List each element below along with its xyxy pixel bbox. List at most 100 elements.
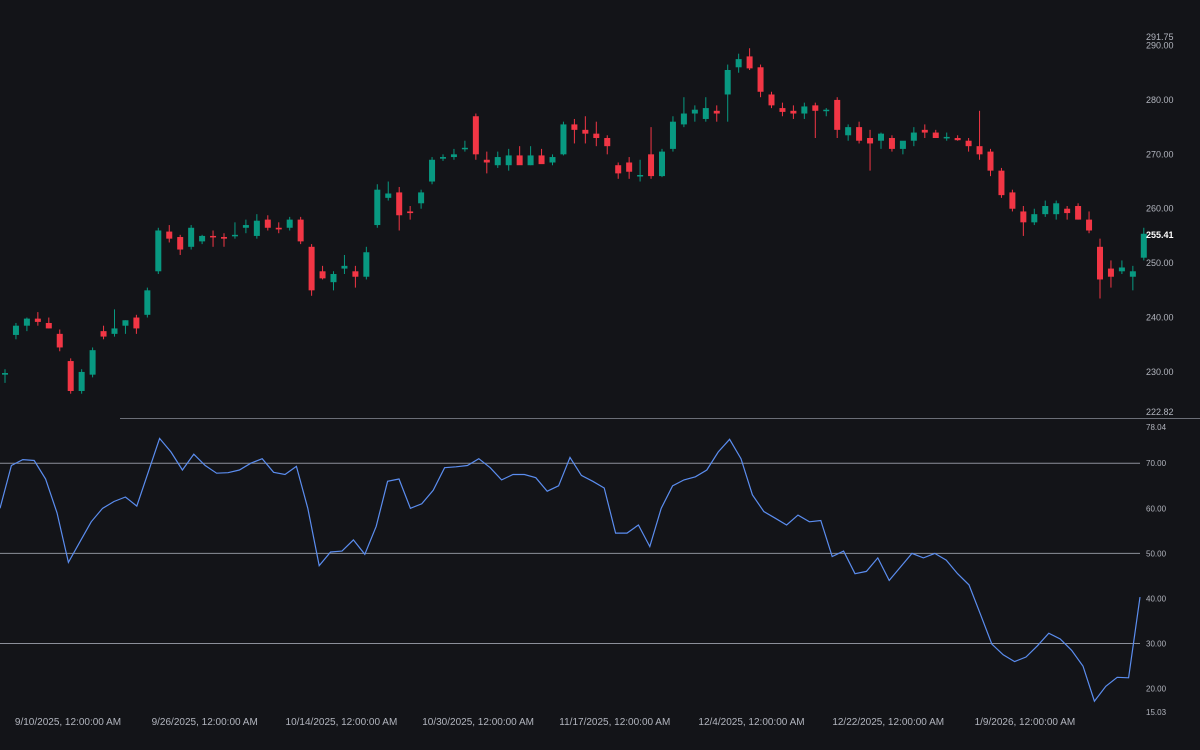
candle	[2, 369, 8, 383]
candle	[505, 148, 512, 171]
candle-body	[702, 108, 709, 119]
candle	[12, 322, 19, 340]
candle-body	[987, 151, 994, 171]
candle-body	[188, 227, 195, 247]
candle-body	[823, 109, 830, 112]
candle-body	[899, 140, 906, 149]
time-axis-label: 12/4/2025, 12:00:00 AM	[698, 717, 804, 728]
time-axis-label: 10/14/2025, 12:00:00 AM	[286, 717, 398, 728]
rsi-line	[0, 437, 1141, 703]
candle-body	[505, 155, 512, 166]
candlestick-series	[2, 48, 1147, 394]
candle-body	[177, 237, 184, 250]
candle	[242, 219, 249, 234]
candle-body	[429, 159, 436, 182]
candle	[757, 64, 764, 98]
candle	[122, 320, 129, 334]
candle-body	[396, 192, 403, 216]
candle	[1042, 200, 1049, 217]
candle	[702, 97, 709, 122]
time-axis-label: 9/10/2025, 12:00:00 AM	[15, 717, 121, 728]
candle-body	[242, 225, 249, 228]
candle	[385, 181, 392, 201]
rsi-pane[interactable]	[0, 437, 1141, 703]
candle-body	[691, 109, 698, 114]
candle-body	[768, 94, 775, 106]
candle	[976, 110, 983, 160]
candle-body	[418, 192, 425, 204]
candle	[834, 97, 841, 139]
candle-body	[834, 99, 841, 130]
candle-body	[308, 246, 315, 291]
candle	[461, 140, 468, 152]
candle	[483, 151, 490, 174]
candle	[166, 225, 173, 243]
price-axis[interactable]: 291.75 222.82 290.00 280.00 270.00 260.00 25…	[1146, 32, 1174, 417]
price-pane[interactable]	[2, 48, 1147, 394]
candle-body	[494, 157, 501, 166]
candle	[1118, 260, 1125, 275]
candle	[932, 129, 939, 139]
candle-body	[133, 317, 140, 329]
candle-body	[483, 159, 490, 163]
price-tick-label: 270.00	[1146, 149, 1174, 159]
time-axis[interactable]: 9/10/2025, 12:00:00 AM 9/26/2025, 12:00:0…	[15, 717, 1075, 728]
candle	[801, 102, 808, 119]
candle	[845, 124, 852, 141]
time-axis-label: 12/22/2025, 12:00:00 AM	[832, 717, 944, 728]
candle	[735, 53, 742, 73]
candle	[188, 225, 195, 250]
candle	[418, 189, 425, 209]
candle-body	[12, 325, 19, 335]
candle	[100, 325, 107, 340]
candle	[341, 254, 348, 275]
candle-body	[571, 124, 578, 130]
rsi-axis-top-label: 78.04	[1146, 423, 1167, 432]
candle-body	[1086, 219, 1093, 231]
candle	[374, 184, 381, 228]
rsi-tick-label: 20.00	[1146, 685, 1167, 694]
candle	[571, 118, 578, 144]
candle-body	[286, 219, 293, 228]
candle-body	[1140, 233, 1147, 258]
candle	[724, 64, 731, 122]
candle-body	[626, 162, 633, 172]
rsi-axis-bottom-label: 15.03	[1146, 708, 1167, 717]
rsi-tick-label: 30.00	[1146, 640, 1167, 649]
candle	[746, 48, 753, 71]
candle-body	[122, 320, 129, 326]
candle-body	[669, 121, 676, 149]
candle	[538, 148, 545, 165]
time-axis-label: 11/17/2025, 12:00:00 AM	[559, 717, 670, 728]
candle-body	[1129, 271, 1136, 277]
candle	[921, 124, 928, 139]
time-axis-label: 1/9/2026, 12:00:00 AM	[975, 717, 1076, 728]
candle-body	[932, 132, 939, 139]
candle-body	[297, 219, 304, 242]
candle-body	[1118, 267, 1125, 272]
price-tick-label: 250.00	[1146, 258, 1174, 268]
candle-body	[845, 127, 852, 136]
candle-body	[450, 154, 457, 158]
candle-body	[680, 113, 687, 125]
candle	[210, 230, 217, 247]
candle	[648, 127, 655, 179]
rsi-axis[interactable]: 78.04 15.03 70.00 60.00 50.00 40.00 30.00 20.…	[1146, 423, 1167, 717]
candle-body	[516, 155, 523, 166]
time-axis-label: 9/26/2025, 12:00:00 AM	[152, 717, 258, 728]
candle-body	[440, 157, 446, 159]
candle	[878, 132, 884, 149]
candle-body	[363, 252, 370, 277]
candle-body	[812, 105, 819, 111]
candle	[1031, 208, 1038, 226]
rsi-guide-lines	[0, 462, 1140, 645]
candle-body	[965, 140, 972, 147]
candle-body	[78, 371, 85, 391]
price-tick-label: 240.00	[1146, 313, 1174, 323]
candle	[1129, 265, 1136, 291]
candle-body	[878, 133, 884, 141]
candle	[89, 347, 96, 378]
candle	[549, 154, 556, 166]
